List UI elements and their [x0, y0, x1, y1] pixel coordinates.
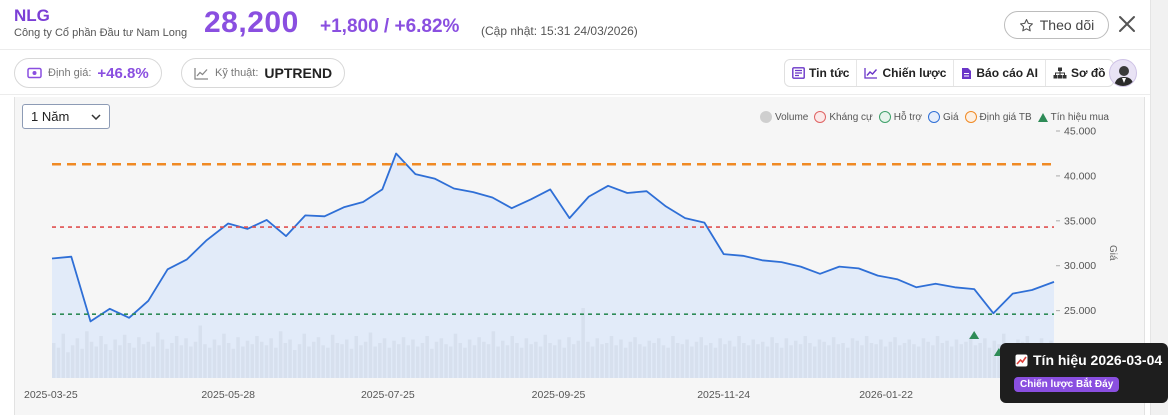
tab-news-label: Tin tức: [809, 66, 850, 80]
technical-value: UPTREND: [264, 65, 333, 81]
volume-legend-icon: [760, 111, 772, 123]
y-tick-label: 45.000: [1064, 126, 1096, 138]
chevron-down-icon: [91, 113, 101, 120]
chart-signal-icon: [1015, 354, 1028, 366]
technical-pill[interactable]: Kỹ thuật: UPTREND: [181, 58, 346, 88]
newspaper-icon: [792, 67, 805, 79]
legend-price[interactable]: Giá: [927, 111, 959, 123]
ticker-symbol: NLG: [14, 6, 50, 25]
legend-buy-signal-label: Tín hiệu mua: [1050, 111, 1109, 123]
valuation-value: +46.8%: [97, 64, 149, 82]
legend-buy-signal[interactable]: Tín hiệu mua: [1037, 111, 1109, 123]
tab-diagram[interactable]: Sơ đồ: [1046, 60, 1113, 86]
tab-ai-report-label: Báo cáo AI: [976, 66, 1038, 80]
price-change: +1,800 / +6.82%: [320, 16, 460, 37]
strategy-badge: Chiến lược Bắt Đáy: [1014, 377, 1120, 392]
close-icon: [1119, 16, 1135, 32]
legend-volume-label: Volume: [775, 111, 809, 123]
y-tick-label: 25.000: [1064, 305, 1096, 317]
legend-valuation-label: Định giá TB: [979, 111, 1032, 123]
user-avatar-icon: [1114, 66, 1134, 86]
action-tabs: Tin tức Chiến lược Báo cáo AI: [784, 59, 1114, 87]
tab-strategy-label: Chiến lược: [882, 66, 947, 80]
price-area: [52, 153, 1054, 378]
x-tick-label: 2025-11-24: [697, 389, 750, 401]
x-tick-label: 2025-07-25: [361, 389, 415, 401]
resistance-legend-icon: [814, 111, 827, 123]
legend-support[interactable]: Hỗ trợ: [878, 111, 922, 123]
price-legend-icon: [927, 111, 940, 123]
x-tick-label: 2025-05-28: [201, 389, 255, 401]
trend-icon: [194, 67, 208, 80]
price-line: [51, 152, 1055, 323]
tooltip-title: Tín hiệu 2026-03-04: [1015, 352, 1162, 368]
tab-news[interactable]: Tin tức: [785, 60, 858, 86]
valuation-label: Định giá:: [48, 67, 92, 79]
valuation-legend-icon: [964, 111, 977, 123]
legend-resistance-label: Kháng cự: [829, 111, 873, 123]
x-tick-label: 2026-01-22: [859, 389, 913, 401]
avatar[interactable]: [1109, 59, 1137, 87]
x-tick-label: 2025-09-25: [532, 389, 586, 401]
summary-toolbar: Định giá: +46.8% Kỹ thuật: UPTREND Tin t…: [0, 51, 1150, 95]
x-tick-label: 2025-03-25: [24, 389, 78, 401]
time-range-value: 1 Năm: [31, 109, 70, 124]
current-price: 28,200: [204, 6, 299, 39]
tooltip-title-text: Tín hiệu 2026-03-04: [1033, 352, 1163, 368]
legend-resistance[interactable]: Kháng cự: [814, 111, 873, 123]
org-chart-icon: [1053, 67, 1067, 79]
trend-chart-icon: [864, 68, 878, 79]
money-icon: [27, 67, 42, 79]
follow-label: Theo dõi: [1039, 17, 1095, 33]
tab-ai-report[interactable]: Báo cáo AI: [954, 60, 1046, 86]
legend-volume[interactable]: Volume: [760, 111, 808, 123]
buy-signal-legend-icon: [1037, 112, 1048, 122]
signal-tooltip: Tín hiệu 2026-03-04 Chiến lược Bắt Đáy: [1000, 343, 1168, 403]
y-axis-title: Giá: [1107, 245, 1118, 261]
tab-diagram-label: Sơ đồ: [1070, 66, 1106, 80]
stock-header: NLG Công ty Cổ phần Đầu tư Nam Long 28,2…: [0, 0, 1150, 50]
legend-support-label: Hỗ trợ: [893, 111, 922, 123]
close-button[interactable]: [1116, 13, 1138, 35]
technical-label: Kỹ thuật:: [215, 67, 259, 79]
valuation-pill[interactable]: Định giá: +46.8%: [14, 58, 162, 88]
buy-signal-marker: [969, 331, 980, 339]
legend-price-label: Giá: [942, 111, 959, 123]
chart-legend: Volume Kháng cự Hỗ trợ Giá Định giá TB T…: [760, 111, 1109, 123]
y-tick-label: 30.000: [1064, 260, 1096, 272]
follow-button[interactable]: Theo dõi: [1004, 11, 1109, 39]
star-icon: [1019, 18, 1033, 31]
tab-strategy[interactable]: Chiến lược: [857, 60, 955, 86]
y-tick-label: 40.000: [1064, 170, 1096, 182]
y-tick-label: 35.000: [1064, 215, 1096, 227]
page-scrollbar[interactable]: [1150, 0, 1168, 415]
company-name: Công ty Cổ phần Đầu tư Nam Long: [14, 27, 188, 39]
report-icon: [962, 67, 972, 79]
legend-valuation[interactable]: Định giá TB: [964, 111, 1032, 123]
time-range-select[interactable]: 1 Năm: [22, 104, 110, 129]
support-legend-icon: [878, 111, 891, 123]
update-timestamp: (Cập nhật: 15:31 24/03/2026): [481, 24, 638, 38]
